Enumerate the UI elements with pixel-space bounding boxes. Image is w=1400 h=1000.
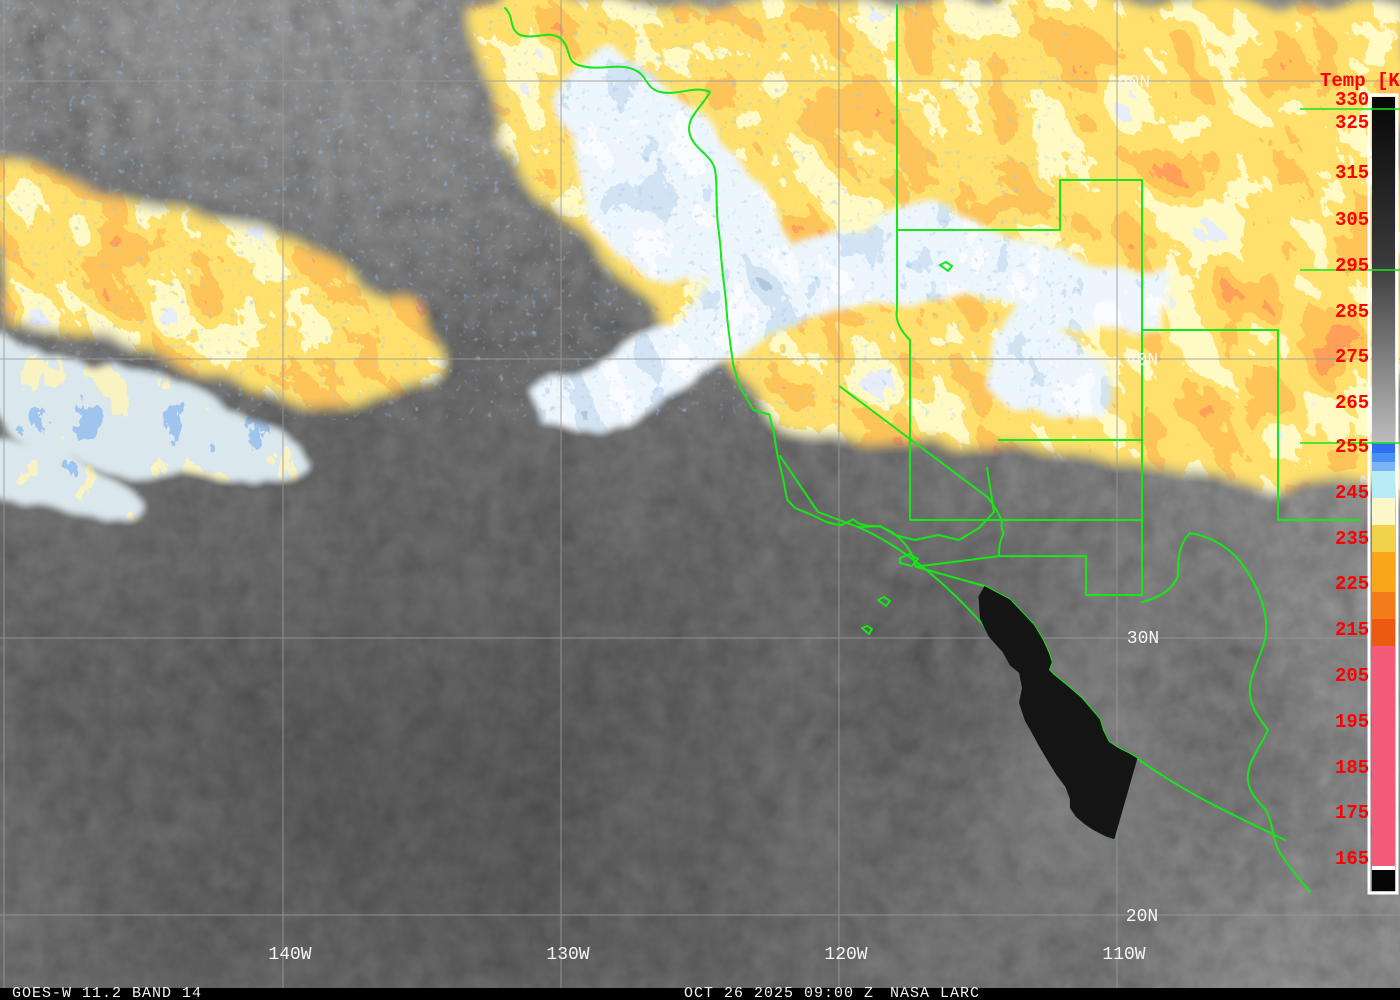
svg-text:GOES-W 11.2 BAND 14: GOES-W 11.2 BAND 14 bbox=[12, 985, 202, 1000]
svg-text:NASA LARC: NASA LARC bbox=[890, 985, 980, 1000]
svg-text:OCT 26 2025 09:00 Z: OCT 26 2025 09:00 Z bbox=[684, 985, 874, 1000]
